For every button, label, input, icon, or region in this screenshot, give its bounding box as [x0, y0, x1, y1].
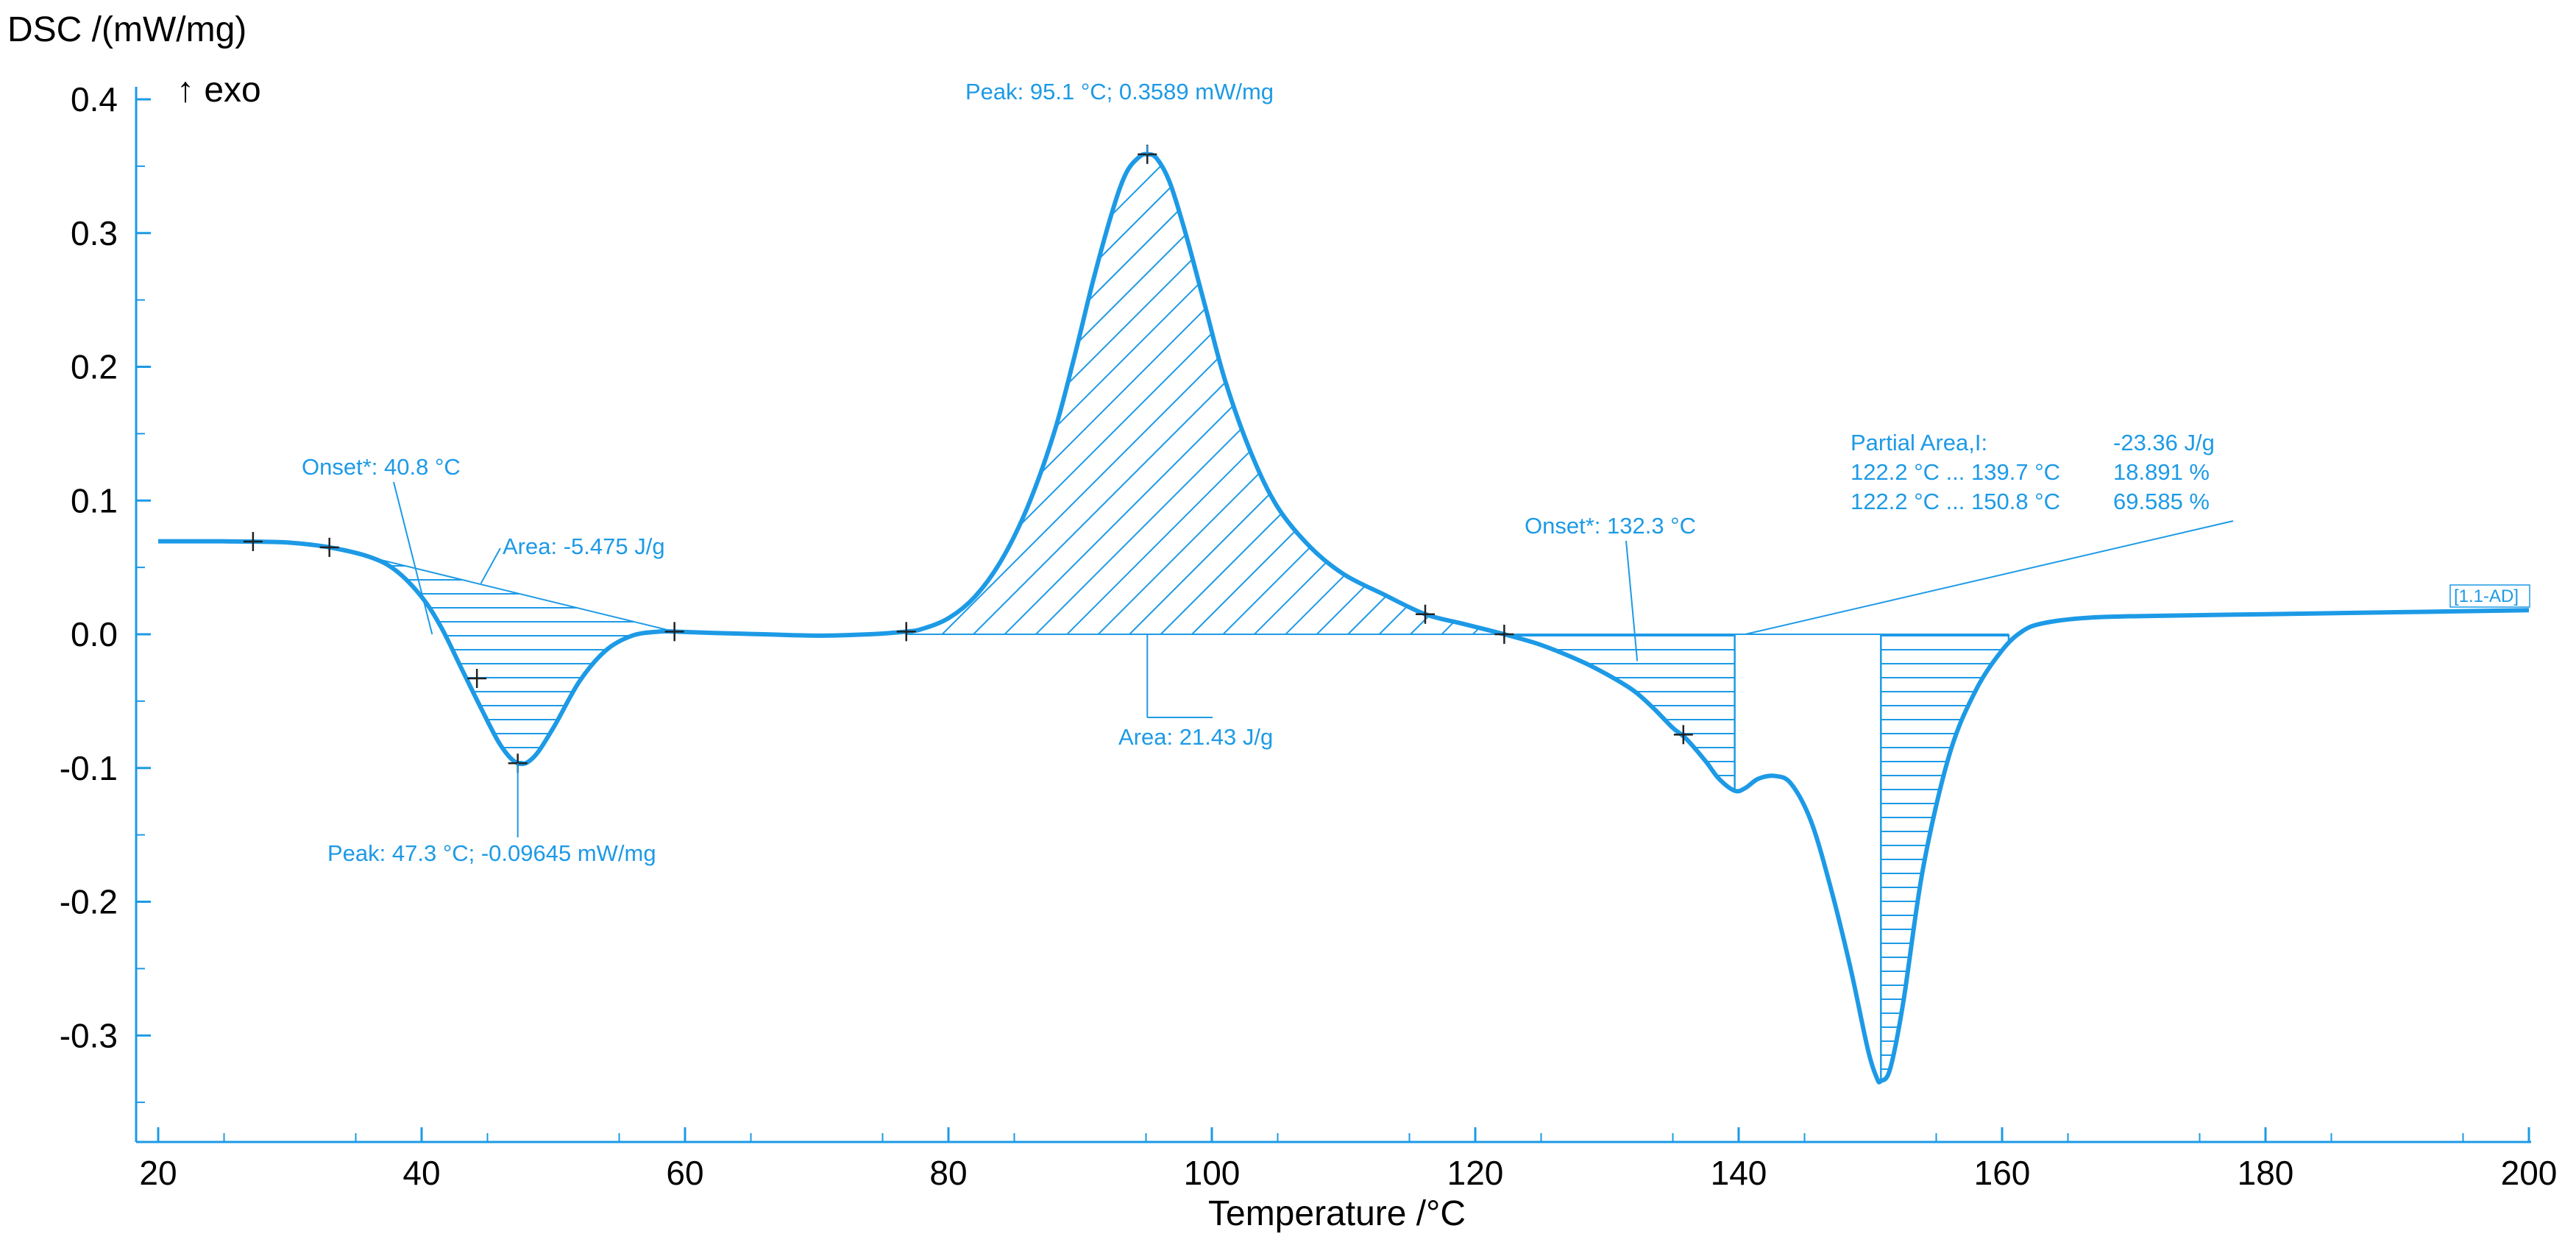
x-axis-title: Temperature /°C	[1208, 1194, 1466, 1233]
x-tick-label: 140	[1711, 1154, 1767, 1192]
curve-markers	[243, 144, 1693, 773]
curve-marker	[319, 537, 339, 557]
leader-line	[1625, 540, 1639, 661]
curve-marker	[1494, 625, 1514, 644]
leader-line	[393, 481, 433, 635]
integration-area	[1504, 634, 1735, 791]
curve-label-box	[2449, 584, 2530, 608]
x-tick-label: 80	[929, 1154, 967, 1192]
partial-row-1-range: 122.2 °C ... 139.7 °C	[1851, 459, 2060, 485]
y-tick-label: 0.2	[71, 348, 118, 386]
dsc-curve	[157, 152, 2530, 1085]
y-tick-label: 0.4	[71, 80, 118, 118]
onset-1-label: Onset*: 40.8 °C	[302, 454, 461, 480]
leader-line	[480, 547, 501, 584]
curve-marker	[664, 622, 684, 642]
partial-row-2-pct: 69.585 %	[2113, 489, 2210, 514]
integration-area	[329, 547, 675, 763]
area-baseline	[329, 546, 675, 633]
integration-areas	[329, 155, 2010, 1082]
y-tick-label: 0.0	[71, 615, 118, 653]
x-tick-label: 40	[402, 1154, 440, 1192]
x-tick-label: 60	[666, 1154, 703, 1192]
x-tick-label: 120	[1447, 1154, 1504, 1192]
curve-marker	[1673, 725, 1693, 745]
partial-row-2-range: 122.2 °C ... 150.8 °C	[1851, 489, 2060, 514]
leader-line	[1745, 520, 2234, 635]
x-tick-label: 160	[1974, 1154, 2031, 1192]
partial-area-title: Partial Area,I:	[1851, 430, 1987, 455]
y-axis-ticks: 0.4 0.3 0.2 0.1 0.0 -0.1 -0.2 -0.3	[60, 80, 151, 1104]
x-tick-label: 180	[2238, 1154, 2294, 1192]
x-tick-label: 20	[139, 1154, 177, 1192]
y-tick-label: 0.3	[71, 214, 118, 252]
curve-marker	[1415, 604, 1435, 624]
curve-marker	[243, 532, 263, 552]
curve-marker	[467, 668, 487, 688]
area-2-label: Area: 21.43 J/g	[1118, 724, 1273, 750]
exo-indicator: ↑ exo	[177, 71, 261, 110]
curve-label: [1.1-AD]	[2454, 586, 2519, 606]
partial-row-1-pct: 18.891 %	[2113, 459, 2210, 485]
integration-area	[906, 155, 1505, 634]
peak-1-label: Peak: 47.3 °C; -0.09645 mW/mg	[327, 840, 656, 866]
y-tick-label: -0.2	[60, 883, 118, 921]
onset-3-label: Onset*: 132.3 °C	[1525, 513, 1696, 539]
annotation-leaders	[393, 145, 2234, 837]
y-axis-title: DSC /(mW/mg)	[7, 10, 246, 49]
x-axis-ticks: 20 40 60 80 100 120 140 160 180 200	[139, 1127, 2557, 1192]
x-tick-label: 200	[2501, 1154, 2558, 1192]
area-1-label: Area: -5.475 J/g	[503, 533, 665, 559]
x-tick-label: 100	[1184, 1154, 1241, 1192]
integration-area	[1881, 634, 2009, 1082]
peak-2-label: Peak: 95.1 °C; 0.3589 mW/mg	[965, 79, 1274, 104]
y-tick-label: -0.1	[60, 749, 118, 787]
partial-area-value: -23.36 J/g	[2113, 430, 2215, 455]
y-tick-label: -0.3	[60, 1016, 118, 1054]
curve-marker	[896, 622, 916, 642]
y-tick-label: 0.1	[71, 481, 118, 519]
